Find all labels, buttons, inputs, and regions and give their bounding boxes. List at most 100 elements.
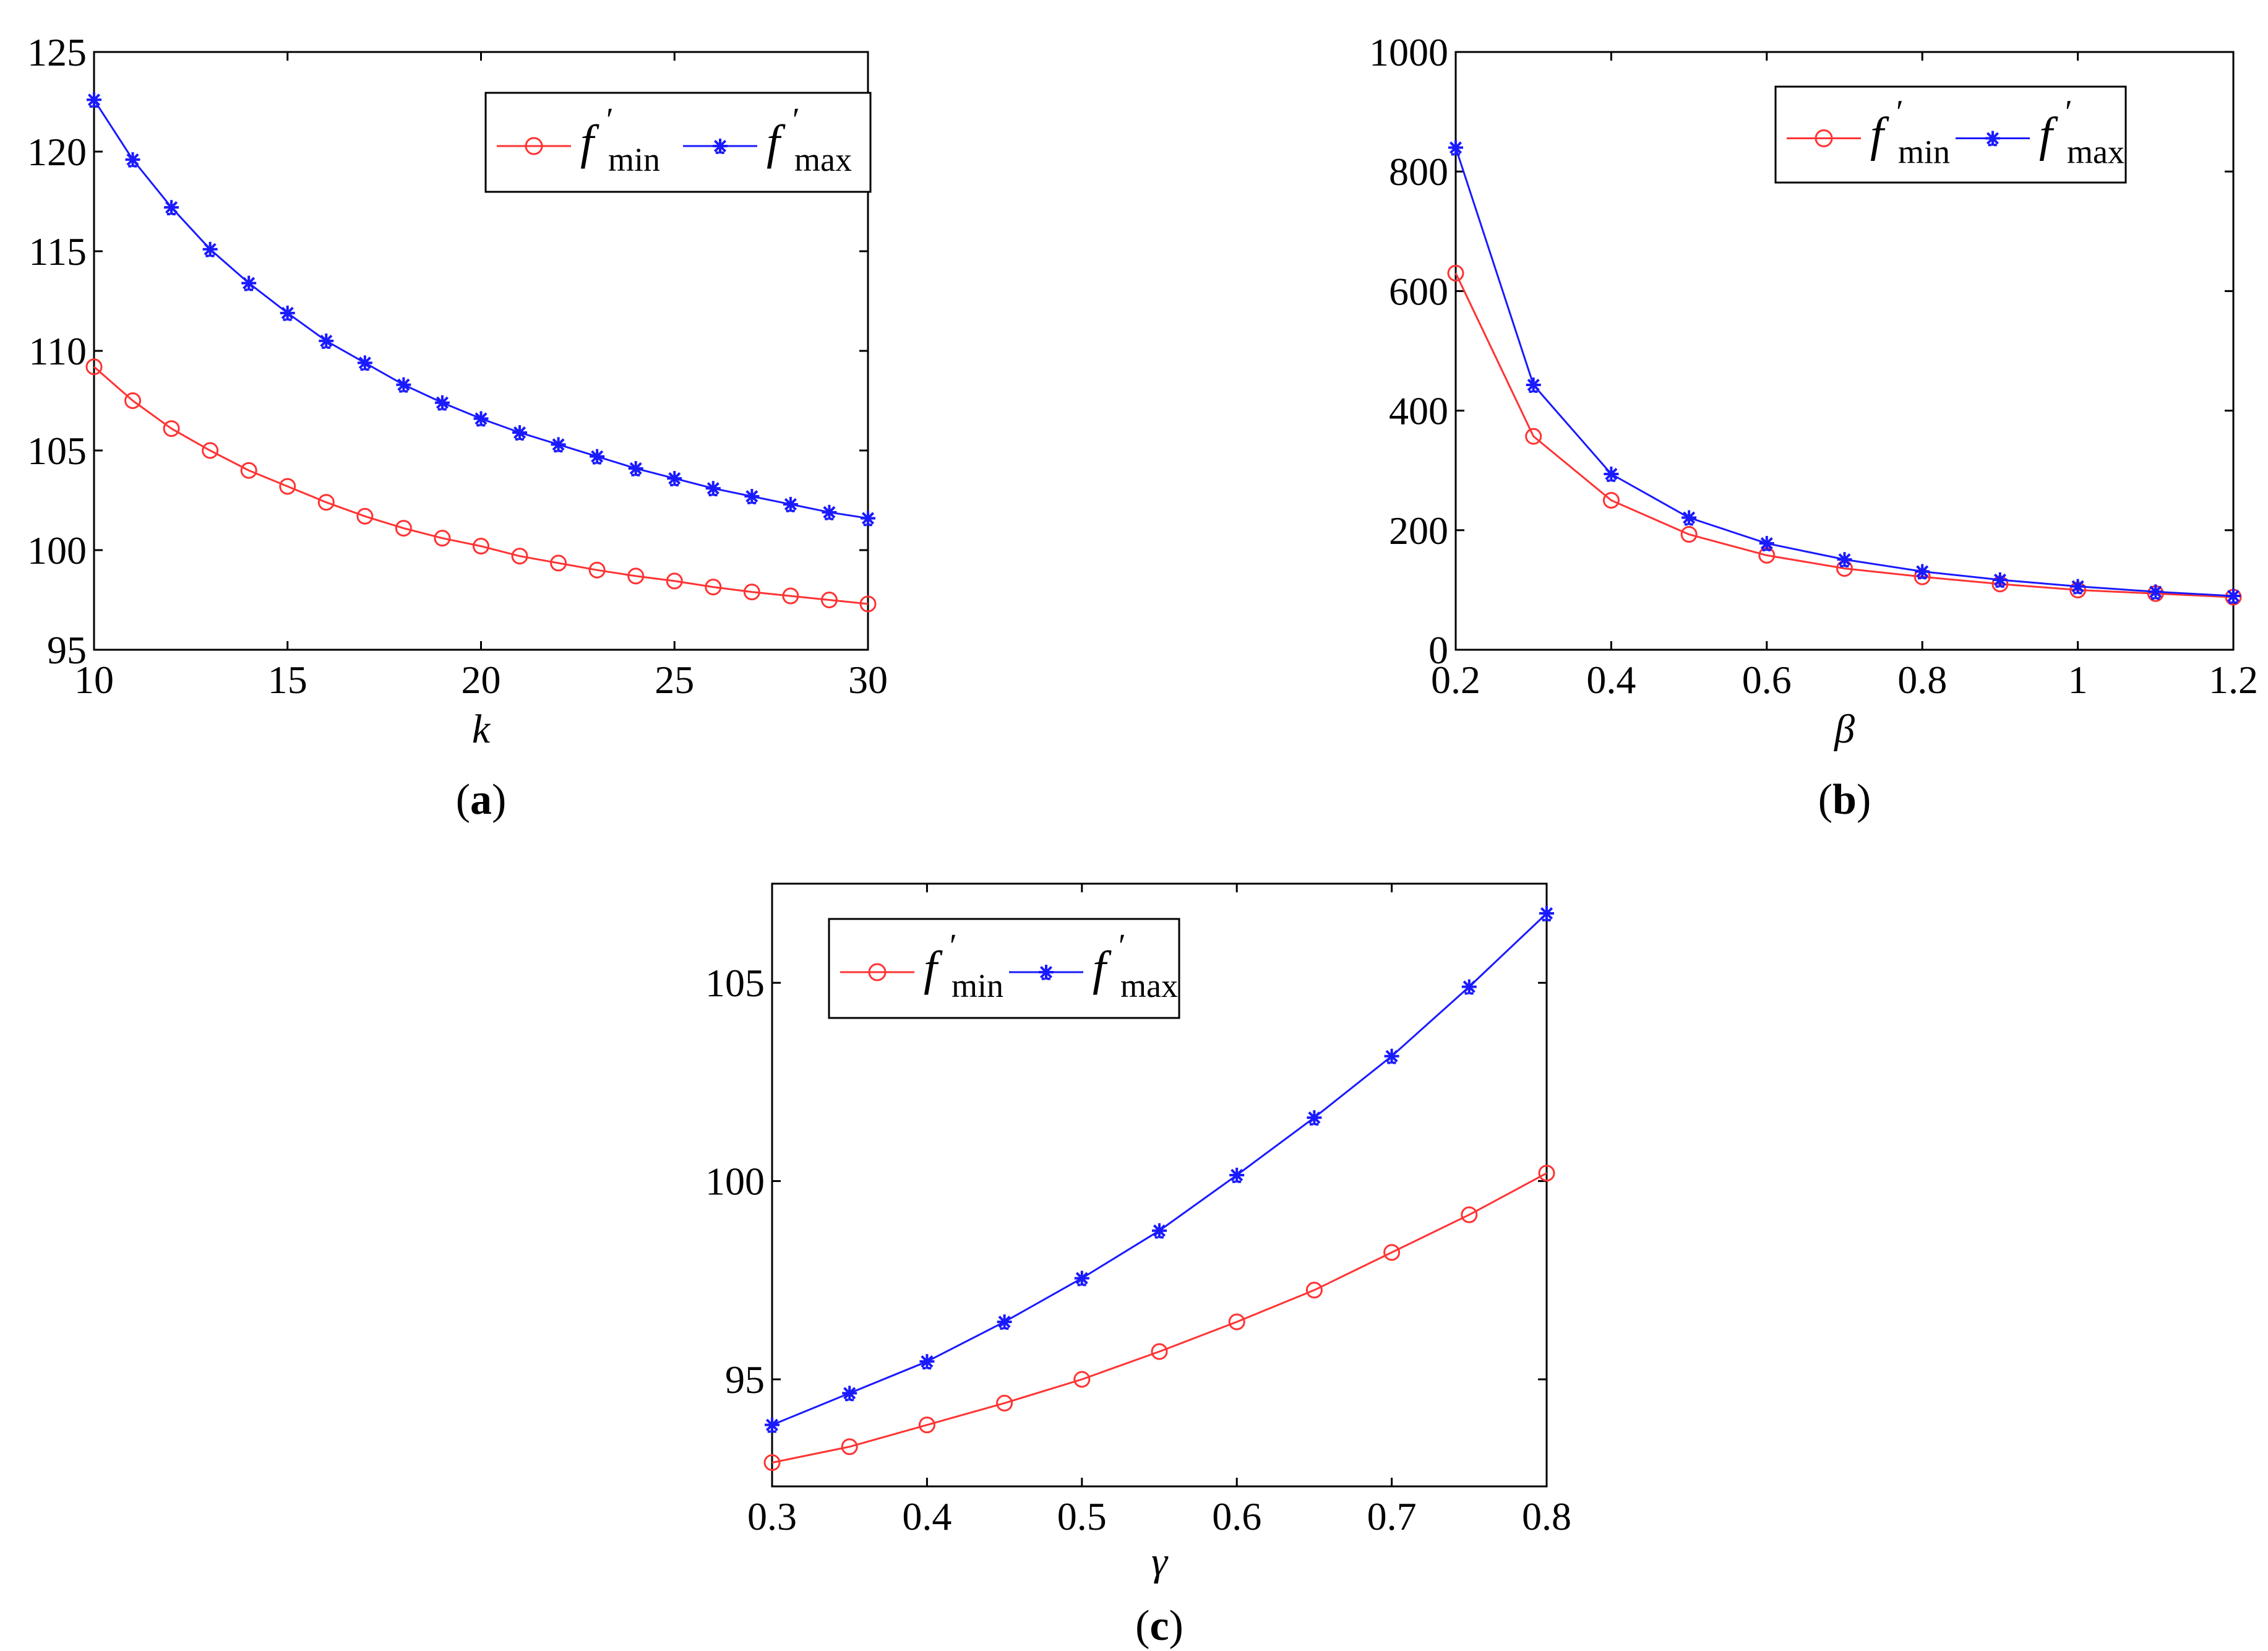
- data-point-max: [1915, 564, 1930, 580]
- data-point-min: [918, 1416, 935, 1434]
- y-tick-label: 120: [27, 130, 87, 174]
- data-point-max: [822, 504, 837, 520]
- data-point-min: [163, 420, 180, 438]
- x-tick-label: 10: [74, 658, 114, 702]
- x-tick-label: 30: [848, 658, 888, 702]
- data-point-max: [765, 1417, 780, 1433]
- data-point-max: [1384, 1048, 1399, 1064]
- data-point-min: [1525, 428, 1542, 445]
- data-point-max: [997, 1314, 1012, 1330]
- data-point-max: [705, 481, 721, 496]
- legend-prime: ′: [1119, 927, 1126, 964]
- data-point-min: [1538, 1165, 1555, 1182]
- panel-label: (c): [1135, 1602, 1183, 1650]
- data-point-min: [627, 567, 645, 585]
- data-point-min: [1383, 1244, 1401, 1261]
- y-tick-label: 800: [1389, 150, 1448, 194]
- legend-marker-circle: [1815, 129, 1833, 147]
- data-point-max: [396, 377, 411, 393]
- data-point-min: [434, 530, 451, 547]
- legend-prime: ′: [950, 927, 957, 964]
- legend-box: [828, 918, 1180, 1019]
- x-tick-label: 15: [268, 658, 307, 702]
- legend-marker-star: [1039, 965, 1054, 980]
- data-point-min: [473, 538, 489, 555]
- data-point-max: [125, 152, 140, 168]
- y-tick-label: 115: [28, 230, 87, 274]
- data-point-max: [319, 333, 334, 349]
- data-point-min: [550, 554, 567, 572]
- series-max: [87, 92, 875, 527]
- data-point-max: [202, 241, 218, 257]
- data-point-min: [763, 1454, 781, 1472]
- y-tick-label: 110: [28, 329, 87, 373]
- plot-frame: [1454, 51, 2235, 651]
- panel-label-letter: c: [1149, 1602, 1169, 1650]
- y-tick-label: 105: [705, 961, 765, 1005]
- legend-box: [484, 92, 872, 193]
- data-point-max: [551, 437, 566, 453]
- y-tick-label: 125: [27, 30, 87, 74]
- legend-subscript: max: [1120, 967, 1178, 1004]
- data-point-max: [590, 449, 605, 465]
- data-point-max: [164, 200, 179, 215]
- series-max: [765, 906, 1554, 1433]
- legend-subscript: min: [951, 967, 1003, 1004]
- data-point-max: [1074, 1270, 1089, 1287]
- legend-subscript: min: [1898, 134, 1950, 171]
- data-point-min: [279, 478, 296, 495]
- legend-subscript: max: [2067, 134, 2124, 171]
- data-point-max: [434, 395, 450, 411]
- data-point-min: [511, 548, 528, 565]
- series-line-min: [771, 1172, 1547, 1464]
- data-point-max: [1604, 466, 1619, 482]
- y-tick-label: 0: [1428, 628, 1448, 672]
- y-tick-label: 1000: [1369, 30, 1448, 74]
- data-point-max: [1461, 979, 1477, 995]
- series-min: [1447, 264, 2242, 606]
- x-tick-label: 0.8: [1522, 1494, 1571, 1538]
- x-tick-label: 1.2: [2209, 658, 2258, 702]
- data-point-max: [1682, 510, 1697, 526]
- data-point-max: [861, 511, 875, 527]
- data-point-max: [2070, 579, 2085, 595]
- data-point-min: [1073, 1371, 1091, 1388]
- series-min: [763, 1165, 1555, 1472]
- panel-label-open: (: [456, 776, 470, 824]
- y-tick-label: 100: [705, 1160, 765, 1204]
- data-point-min: [395, 520, 412, 537]
- panel-label-close: ): [492, 776, 506, 824]
- data-point-max: [512, 425, 528, 441]
- panel-label-open: (: [1818, 776, 1832, 824]
- data-point-max: [744, 489, 760, 504]
- data-point-min: [841, 1438, 858, 1455]
- data-point-max: [1307, 1110, 1322, 1126]
- data-point-min: [240, 462, 257, 479]
- legend: f ′min f ′max: [1774, 85, 2127, 184]
- legend-prime: ′: [793, 101, 800, 138]
- data-point-min: [85, 358, 103, 376]
- chart-panel-b: 0.2 0.4 0.6 0.8 1 1.2 0 200 400 600 800 1000 f ′min f ′…: [1369, 30, 2258, 824]
- x-tick-label: 0.3: [747, 1494, 797, 1538]
- data-point-max: [1526, 377, 1541, 393]
- data-point-max: [357, 355, 372, 371]
- data-point-max: [1152, 1223, 1167, 1239]
- data-point-max: [2226, 588, 2241, 604]
- data-point-max: [783, 496, 798, 512]
- legend-item-max: f ′max: [683, 101, 852, 178]
- data-point-min: [820, 592, 838, 608]
- data-point-min: [782, 587, 799, 605]
- data-point-min: [1461, 1206, 1478, 1223]
- series-line-min: [93, 366, 869, 605]
- data-point-min: [996, 1394, 1013, 1412]
- panel-label: (b): [1818, 776, 1871, 824]
- y-tick-label: 95: [47, 628, 87, 672]
- legend: f ′min f ′max: [484, 92, 872, 193]
- y-tick-label: 100: [27, 528, 87, 572]
- data-point-min: [705, 579, 722, 596]
- x-tick-label: 0.2: [1431, 658, 1480, 702]
- data-point-min: [1602, 492, 1620, 509]
- data-point-max: [1448, 140, 1463, 156]
- data-point-max: [1539, 906, 1554, 921]
